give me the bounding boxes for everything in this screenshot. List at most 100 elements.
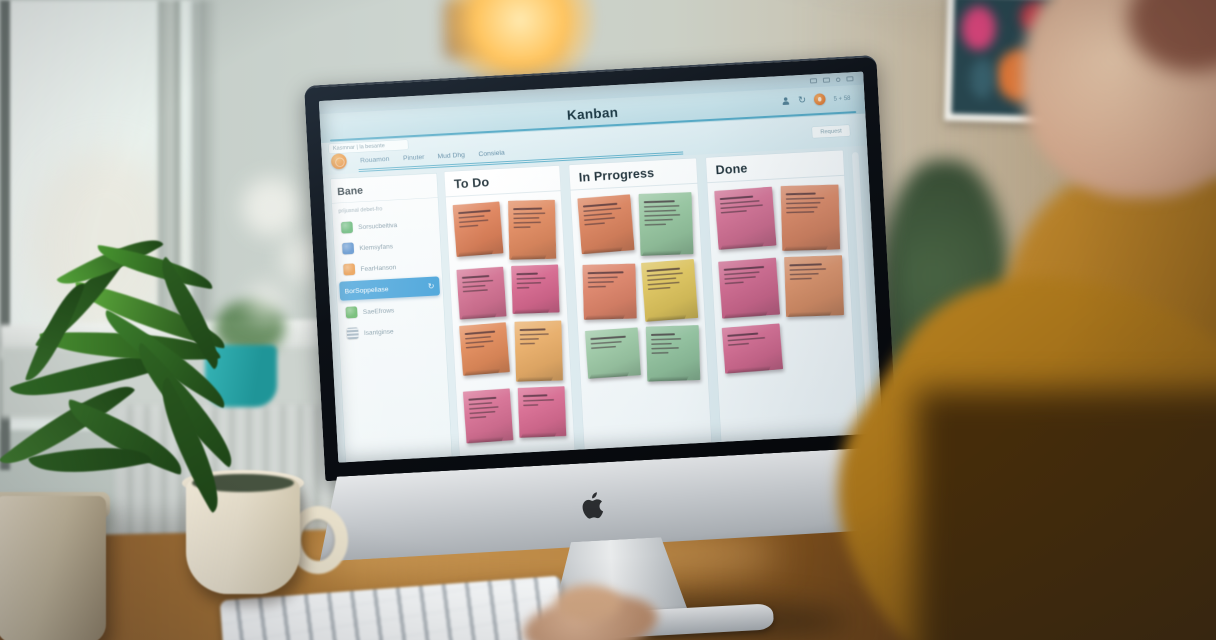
window-control[interactable] [809, 78, 818, 84]
handwriting-line [720, 204, 763, 210]
sticky-note[interactable] [577, 194, 635, 255]
sidebar-item[interactable]: FearHanson [341, 254, 436, 280]
handwriting-line [785, 201, 821, 205]
sidebar-item-label: FearHanson [360, 262, 397, 273]
sidebar-item-label: SaeEfrows [362, 306, 395, 316]
kanban-column: To Do [443, 165, 575, 457]
handwriting-line [458, 215, 485, 219]
sticky-note[interactable] [511, 264, 560, 314]
handwriting-line [719, 195, 754, 201]
handwriting-line [468, 396, 497, 401]
sticky-note[interactable] [456, 266, 507, 320]
sticky-note[interactable] [721, 323, 784, 374]
menu-item[interactable]: Pinuter [402, 152, 425, 162]
window-control[interactable] [835, 77, 841, 82]
handwriting-line [644, 218, 673, 222]
handwriting-line [458, 209, 491, 215]
menu-item[interactable]: Mud Dhg [437, 150, 466, 160]
handwriting-line [644, 214, 681, 217]
notes-area [714, 176, 847, 374]
handwriting-line [786, 206, 818, 209]
handwriting-line [462, 279, 494, 284]
sticky-note[interactable] [459, 322, 510, 376]
sticky-note[interactable] [507, 199, 557, 260]
handwriting-line [587, 285, 606, 288]
handwriting-line [785, 197, 825, 200]
handwriting-line [647, 281, 680, 286]
handwriting-line [724, 276, 756, 280]
handwriting-line [468, 402, 493, 406]
sticky-note[interactable] [718, 257, 781, 319]
window-control[interactable] [846, 76, 854, 82]
handwriting-line [651, 351, 669, 354]
sticky-note[interactable] [582, 263, 637, 320]
notes-area [452, 192, 567, 444]
monitor-chin [315, 432, 1160, 561]
handwriting-line [469, 410, 496, 415]
blue-app-icon [342, 242, 355, 255]
handwriting-line [469, 416, 486, 419]
apple-logo [578, 488, 610, 524]
handwriting-line [465, 335, 491, 340]
handwriting-line [786, 211, 815, 214]
handwriting-line [643, 200, 675, 204]
sticky-note[interactable] [462, 388, 514, 444]
handwriting-line [519, 333, 549, 336]
handwriting-line [516, 277, 546, 280]
handwriting-line [583, 212, 612, 217]
flower-bokeh [242, 178, 300, 236]
menu-item[interactable]: Consiela [478, 148, 505, 158]
handwriting-line [644, 223, 666, 226]
orange-app-icon [343, 263, 356, 276]
handwriting-line [590, 340, 622, 345]
window-control[interactable] [822, 77, 831, 83]
handwriting-line [587, 271, 624, 275]
handwriting-line [727, 337, 766, 342]
handwriting-line [513, 217, 540, 220]
handwriting-line [516, 286, 530, 289]
counter-label: 5 + 58 [833, 94, 851, 103]
refresh-icon[interactable]: ↻ [797, 94, 807, 106]
handwriting-line [643, 205, 680, 208]
sticky-note[interactable] [640, 259, 699, 322]
sidebar: Bane prijusnal debet-fro Sorsucbeitiva Kl… [330, 172, 453, 463]
notes-area [577, 184, 701, 385]
sidebar-item-label: Isantginse [363, 327, 394, 337]
handwriting-line [461, 275, 490, 279]
handwriting-line [651, 342, 672, 345]
handwriting-line [469, 406, 499, 410]
handwriting-line [459, 224, 479, 228]
hand-knuckles [556, 585, 620, 621]
handwriting-line [462, 284, 486, 288]
sticky-note[interactable] [645, 325, 701, 382]
handwriting-line [720, 210, 747, 214]
request-button[interactable]: Request [811, 124, 851, 139]
handwriting-line [583, 207, 621, 213]
person-icon[interactable] [782, 97, 790, 105]
handwriting-line [513, 226, 531, 229]
sticky-note[interactable] [584, 327, 641, 379]
screen: Kanban ↻ 5 + 58 Kasmnar | la besante [318, 71, 883, 463]
avatar[interactable] [330, 153, 348, 170]
sticky-note[interactable] [517, 386, 567, 438]
sticky-note[interactable] [638, 192, 694, 256]
handwriting-line [462, 289, 488, 293]
handwriting-line [587, 276, 618, 279]
flower-bokeh [246, 282, 286, 322]
kanban-board: Bane prijusnal debet-fro Sorsucbeitiva Kl… [322, 145, 883, 463]
sidebar-item[interactable]: Isantginse [344, 318, 439, 344]
notification-badge[interactable] [813, 93, 826, 106]
menu-item[interactable]: Rouamon [359, 154, 390, 165]
handwriting-line [727, 342, 750, 346]
handwriting-line [523, 404, 538, 407]
sticky-note[interactable] [780, 184, 841, 251]
handwriting-line [519, 342, 535, 345]
sticky-note[interactable] [714, 186, 777, 250]
sticky-note[interactable] [784, 255, 845, 318]
sticky-note[interactable] [514, 320, 563, 382]
coffee [192, 474, 294, 492]
green-app-icon [340, 221, 354, 234]
sticky-note[interactable] [452, 201, 504, 257]
handwriting-line [789, 272, 819, 276]
sync-icon: ↻ [427, 282, 435, 291]
